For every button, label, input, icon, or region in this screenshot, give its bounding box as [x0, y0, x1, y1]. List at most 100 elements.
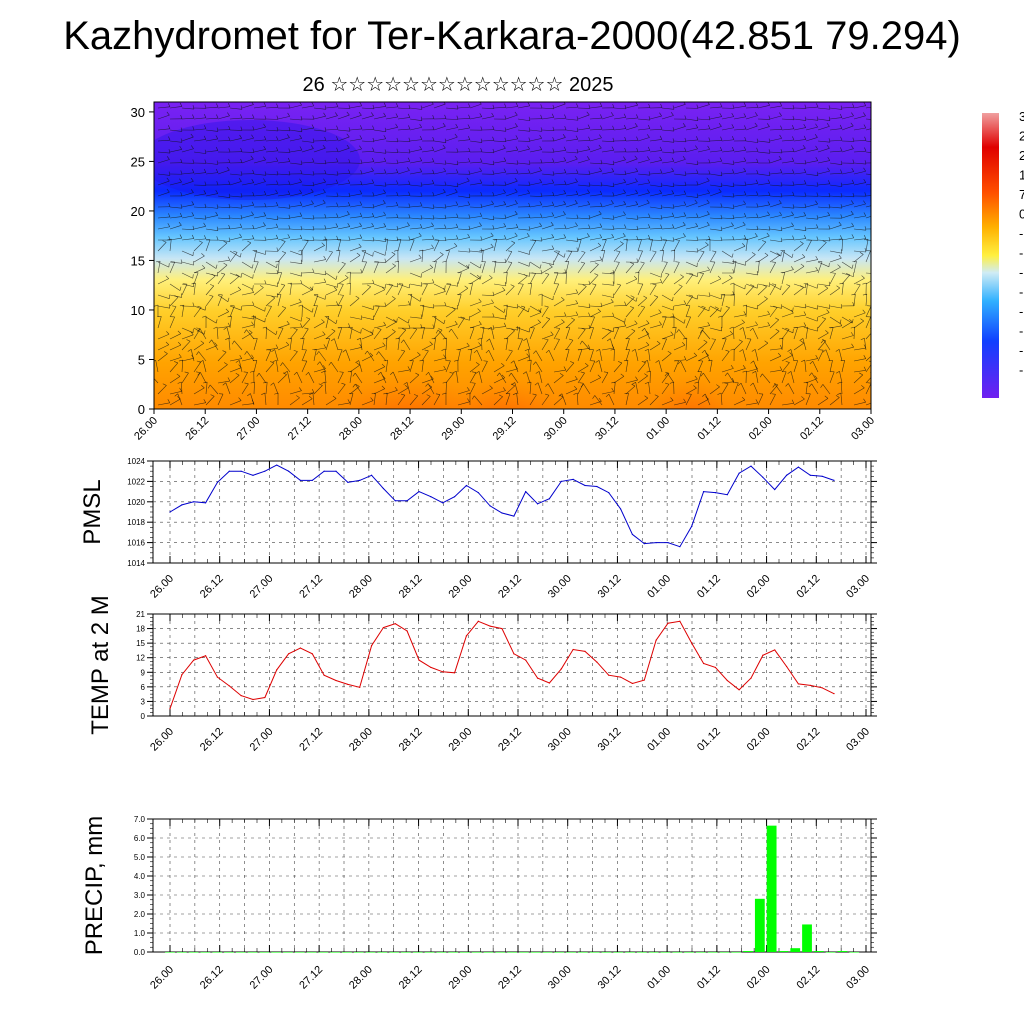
temp2m-point — [193, 659, 195, 661]
wind-barb-flag — [824, 285, 829, 289]
temp2m-point — [643, 679, 645, 681]
wind-barb-flag — [275, 234, 279, 239]
x-tick-label: 01.12 — [695, 573, 723, 601]
wind-barb — [853, 115, 866, 120]
wind-barb-flag — [840, 235, 843, 240]
wind-barb — [155, 360, 159, 373]
wind-barb-flag — [682, 123, 686, 127]
wind-barb-flag — [275, 201, 279, 206]
wind-barb-flag — [815, 354, 819, 359]
wind-barb-flag — [339, 371, 344, 373]
wind-barb-flag — [718, 315, 723, 318]
wind-barb — [469, 250, 482, 253]
wind-barb-flag — [597, 374, 601, 378]
wind-barb — [613, 128, 626, 131]
wind-barb — [445, 127, 458, 131]
precip-bar — [837, 951, 848, 952]
wind-barb — [853, 105, 866, 109]
wind-barb — [709, 278, 721, 285]
wind-barb-flag — [263, 156, 266, 161]
wind-barb-flag — [216, 181, 219, 186]
wind-barb — [709, 184, 722, 188]
precip-bar — [165, 952, 175, 953]
wind-barb — [337, 250, 341, 263]
wind-barb-flag — [270, 382, 274, 386]
wind-barb — [433, 357, 446, 362]
wind-barb-flag — [514, 177, 518, 182]
wind-barb — [481, 294, 494, 296]
wind-barb — [265, 217, 278, 221]
wind-barb — [157, 128, 170, 131]
wind-barb-flag — [840, 147, 843, 152]
wind-barb-flag — [228, 125, 231, 130]
wind-barb-flag — [754, 122, 758, 127]
wind-barb — [181, 372, 189, 384]
wind-barb — [661, 316, 667, 329]
wind-barb — [428, 372, 435, 384]
wind-barb — [697, 202, 710, 208]
wind-barb — [217, 217, 230, 220]
wind-barb — [733, 261, 737, 274]
wind-barb — [781, 225, 794, 230]
wind-barb — [661, 334, 674, 340]
wind-barb — [385, 265, 396, 274]
wind-barb-flag — [430, 375, 434, 380]
precip-bar — [613, 952, 624, 953]
wind-barb-flag — [176, 373, 181, 377]
wind-barb-flag — [838, 221, 842, 226]
wind-barb-flag — [312, 215, 315, 220]
wind-barb-flag — [771, 393, 776, 395]
wind-barb — [841, 274, 851, 285]
wind-barb — [529, 195, 543, 197]
precip-bar — [389, 952, 400, 953]
wind-barb — [625, 307, 634, 318]
wind-barb-flag — [800, 359, 805, 363]
wind-barb-flag — [743, 146, 747, 151]
wind-barb — [805, 106, 818, 109]
wind-barb — [661, 206, 674, 209]
wind-barb — [457, 401, 470, 406]
wind-barb — [193, 226, 206, 230]
wind-barb — [409, 127, 422, 131]
wind-barb — [325, 316, 337, 324]
wind-barb — [805, 149, 818, 153]
warm-core — [450, 339, 560, 409]
wind-barb — [565, 251, 573, 263]
wind-barb-flag — [708, 115, 711, 120]
wind-barb — [577, 365, 589, 373]
wind-barb — [205, 261, 217, 269]
precip-bar — [507, 952, 517, 953]
wind-barb-flag — [852, 319, 854, 324]
wind-barb — [805, 126, 818, 131]
wind-barb-flag — [432, 260, 437, 263]
wind-barb — [397, 350, 406, 362]
wind-barb — [193, 151, 206, 154]
wind-barb — [709, 191, 722, 197]
x-tick-label: 28.00 — [347, 726, 375, 754]
wind-barb-flag — [168, 103, 171, 107]
wind-barb-flag — [648, 224, 651, 228]
wind-barb-flag — [533, 350, 537, 354]
wind-barb-flag — [640, 305, 645, 308]
wind-barb-flag — [359, 190, 363, 194]
wind-barb — [661, 274, 670, 285]
wind-barb — [229, 252, 238, 263]
wind-barb — [589, 106, 602, 109]
wind-barb-flag — [682, 337, 687, 340]
wind-barb-flag — [359, 234, 363, 239]
wind-barb-flag — [675, 239, 680, 241]
wind-barb — [397, 394, 406, 406]
wind-barb — [553, 117, 566, 120]
wind-barb — [817, 332, 829, 340]
wind-barb-flag — [503, 222, 507, 227]
wind-barb-flag — [394, 386, 398, 391]
wind-barb — [841, 316, 853, 324]
wind-barb-flag — [670, 331, 674, 335]
wind-barb-flag — [801, 253, 806, 258]
x-tick-label: 02.12 — [798, 415, 826, 443]
wind-barb — [409, 294, 413, 307]
wind-barb — [649, 128, 662, 131]
wind-barb — [613, 327, 619, 340]
wind-barb — [565, 303, 578, 307]
wind-barb — [581, 340, 591, 351]
